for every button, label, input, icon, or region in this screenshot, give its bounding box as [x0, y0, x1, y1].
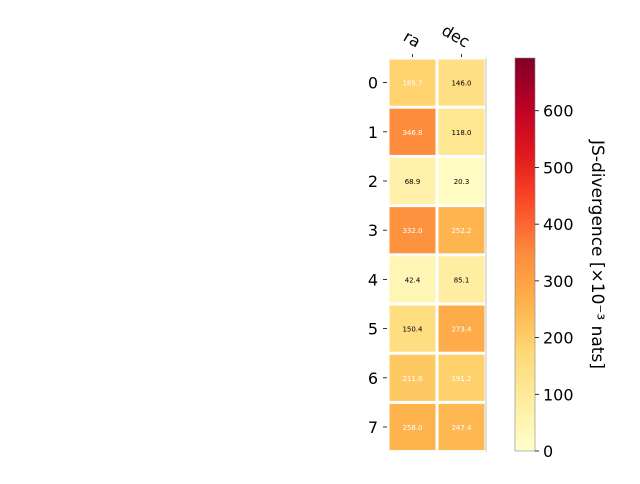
heatmap-cell: [388, 156, 437, 206]
cell-value-label: 191.2: [451, 375, 471, 383]
row-label: 5: [368, 320, 378, 339]
cell-value-label: 150.4: [402, 326, 423, 334]
cell-value-label: 42.4: [405, 276, 421, 284]
cell-value-label: 118.0: [451, 129, 471, 137]
heatmap-cell: [388, 402, 437, 452]
cell-value-label: 20.3: [454, 178, 470, 186]
colorbar-tick-label: 400: [543, 215, 574, 234]
colorbar-tick-label: 300: [543, 272, 574, 291]
heatmap-cell: [437, 304, 486, 353]
cell-value-label: 68.9: [405, 178, 421, 186]
heatmap-cells: 185.7 146.0 346.8 118.0 68.9 20.3 332.0 252.2 42…: [388, 58, 487, 452]
row-label: 2: [368, 172, 378, 191]
cell-value-label: 247.4: [451, 424, 472, 432]
colorbar: 0 100 200 300 400 500 600 JS-divergence [×10⁻³…: [514, 57, 607, 461]
column-label: dec: [439, 21, 473, 52]
colorbar-label: JS-divergence [×10⁻³ nats]: [587, 139, 607, 369]
heatmap-cell: [437, 255, 486, 304]
colorbar-ticks: 0 100 200 300 400 500 600: [535, 102, 574, 461]
cell-value-label: 85.1: [454, 276, 470, 284]
heatmap-cell: [388, 58, 437, 107]
heatmap-cell: [388, 255, 437, 304]
heatmap-cell: [388, 304, 437, 353]
cell-value-label: 273.4: [451, 326, 472, 334]
colorbar-tick-label: 100: [543, 385, 574, 404]
row-axis: 0 1 2 3 4 5 6 7: [368, 74, 387, 437]
colorbar-tick-label: 600: [543, 102, 574, 121]
row-label: 6: [368, 369, 378, 388]
heatmap-cell: [437, 402, 486, 452]
heatmap-cell: [437, 353, 486, 402]
cell-value-label: 185.7: [402, 80, 422, 88]
heatmap-cell: [437, 58, 486, 107]
cell-value-label: 332.0: [402, 227, 422, 235]
heatmap-cell: [388, 353, 437, 402]
cell-value-label: 258.0: [402, 424, 422, 432]
row-label: 1: [368, 123, 378, 142]
column-axis: ra dec: [400, 21, 473, 57]
heatmap-cell: [437, 107, 486, 156]
cell-value-label: 211.8: [402, 375, 422, 383]
heatmap-cell: [388, 206, 437, 255]
heatmap-cell: [437, 156, 486, 206]
row-label: 7: [368, 418, 378, 437]
colorbar-tick-label: 200: [543, 329, 574, 348]
row-label: 0: [368, 74, 378, 93]
cell-value-label: 346.8: [402, 129, 422, 137]
colorbar-tick-label: 0: [543, 442, 553, 461]
heatmap-cell: [388, 107, 437, 156]
heatmap-cell: [437, 206, 486, 255]
cell-value-label: 146.0: [451, 80, 471, 88]
cell-value-label: 252.2: [451, 227, 471, 235]
colorbar-gradient: [514, 57, 536, 452]
row-label: 3: [368, 221, 378, 240]
colorbar-tick-label: 500: [543, 158, 574, 177]
row-label: 4: [368, 270, 378, 289]
column-label: ra: [400, 27, 424, 52]
